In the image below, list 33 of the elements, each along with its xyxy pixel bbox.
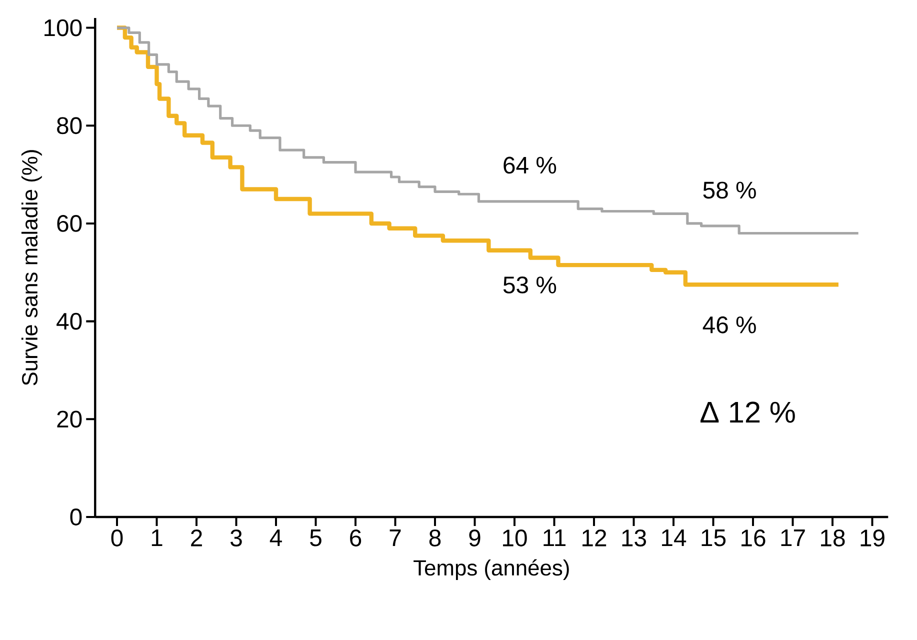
x-tick-label: 18 <box>821 530 845 546</box>
x-tick-label: 19 <box>860 530 884 546</box>
annotation: Δ 12 % <box>700 402 795 423</box>
y-tick-label: 100 <box>44 19 82 36</box>
annotation: 64 % <box>504 156 556 174</box>
x-tick-label: 15 <box>702 530 726 546</box>
x-tick-label: 8 <box>429 530 441 546</box>
x-tick-label: 9 <box>469 530 480 546</box>
annotation: 46 % <box>702 316 756 334</box>
y-tick-label: 20 <box>57 410 82 428</box>
x-tick-label: 17 <box>781 530 805 546</box>
y-tick-label: 0 <box>70 508 82 526</box>
x-tick-label: 11 <box>544 530 566 546</box>
y-axis-title: Survie sans maladie (%) <box>21 150 42 386</box>
y-tick-label: 80 <box>57 117 82 134</box>
x-tick-label: 6 <box>350 530 362 546</box>
x-axis-title: Temps (années) <box>414 559 569 580</box>
x-tick-label: 1 <box>152 530 162 546</box>
x-tick-label: 3 <box>230 530 242 546</box>
x-tick-label: 16 <box>742 530 766 546</box>
annotation: 58 % <box>703 182 756 199</box>
x-tick-label: 2 <box>191 530 202 546</box>
x-tick-label: 10 <box>503 530 527 546</box>
y-tick-label: 60 <box>57 215 82 232</box>
x-tick-label: 5 <box>310 530 322 546</box>
x-tick-label: 0 <box>111 530 123 546</box>
x-tick-label: 7 <box>390 530 401 546</box>
x-tick-label: 13 <box>622 530 646 546</box>
annotation: 53 % <box>503 276 556 294</box>
x-tick-label: 12 <box>582 530 606 546</box>
x-tick-label: 14 <box>662 530 686 546</box>
x-tick-label: 4 <box>270 530 282 546</box>
y-tick-label: 40 <box>56 312 82 330</box>
